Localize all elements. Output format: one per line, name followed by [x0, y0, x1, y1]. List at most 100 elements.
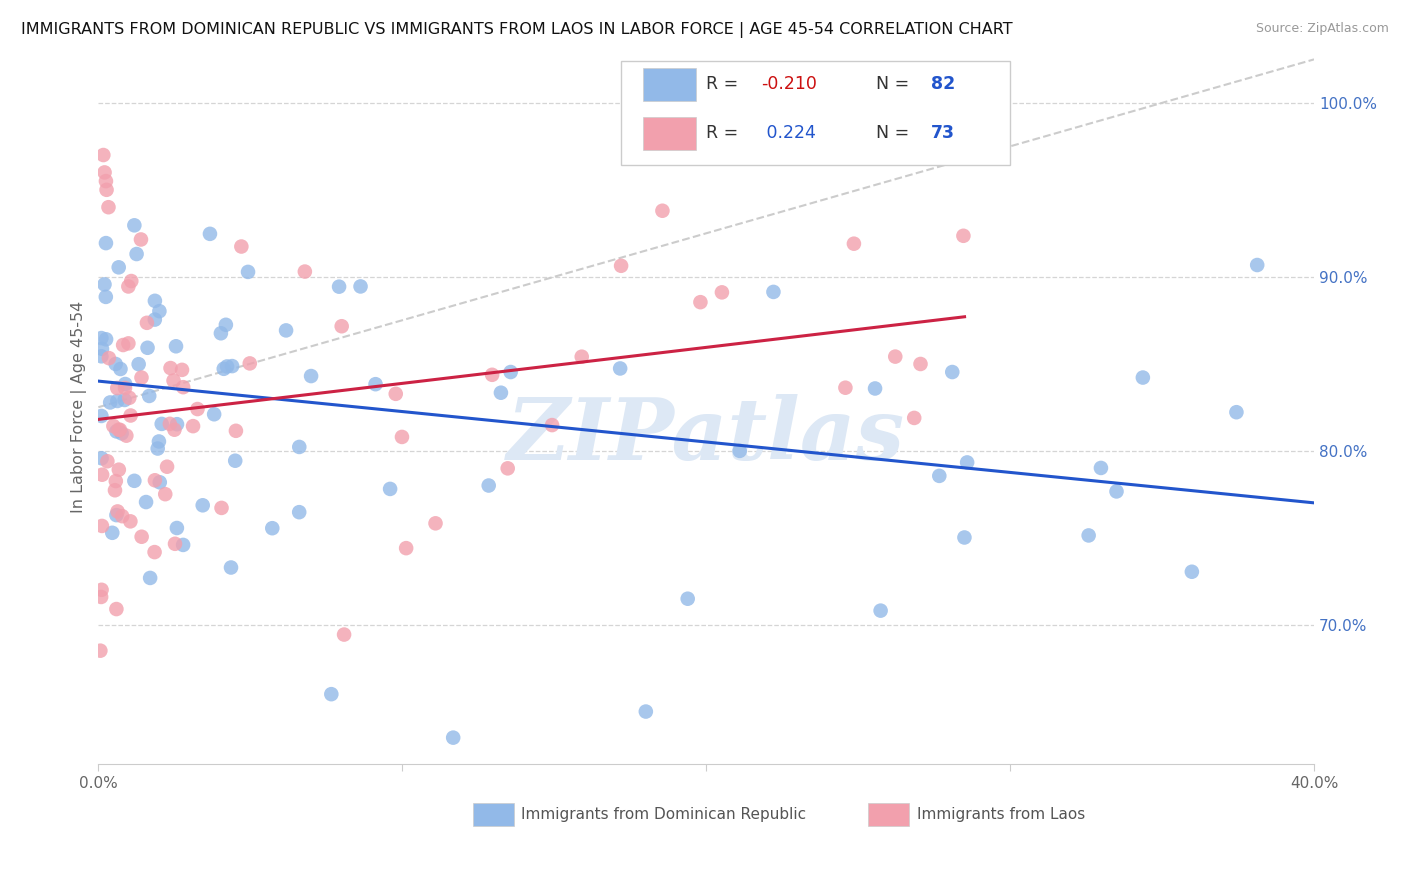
Point: [634, 705, 657, 719]
Point: [236, 265, 259, 279]
Point: [1132, 370, 1154, 384]
Point: [148, 304, 170, 318]
Point: [956, 455, 979, 469]
Point: [425, 516, 447, 531]
Point: [384, 387, 406, 401]
Point: [728, 443, 751, 458]
Point: [105, 425, 128, 439]
Point: [93, 148, 115, 162]
Point: [120, 409, 142, 423]
Text: 0.224: 0.224: [761, 124, 815, 143]
Point: [481, 368, 503, 382]
Text: N =: N =: [876, 124, 915, 143]
Point: [172, 380, 194, 394]
Point: [231, 239, 253, 253]
FancyBboxPatch shape: [643, 68, 696, 101]
Point: [156, 459, 179, 474]
Point: [115, 428, 138, 442]
Text: N =: N =: [876, 75, 915, 93]
Point: [131, 370, 153, 384]
Point: [689, 295, 711, 310]
Text: ZIPatlas: ZIPatlas: [508, 394, 905, 477]
Point: [105, 394, 128, 409]
Point: [90, 409, 112, 423]
Text: -0.210: -0.210: [761, 75, 817, 93]
Point: [212, 361, 235, 376]
FancyBboxPatch shape: [472, 803, 515, 826]
FancyBboxPatch shape: [643, 117, 696, 150]
Point: [941, 365, 963, 379]
Point: [94, 174, 117, 188]
Point: [198, 227, 221, 241]
Point: [117, 279, 139, 293]
Point: [609, 361, 631, 376]
Point: [124, 474, 146, 488]
Point: [97, 351, 120, 365]
Point: [842, 236, 865, 251]
Point: [211, 500, 233, 515]
Point: [108, 463, 131, 477]
Point: [143, 473, 166, 487]
Text: IMMIGRANTS FROM DOMINICAN REPUBLIC VS IMMIGRANTS FROM LAOS IN LABOR FORCE | AGE : IMMIGRANTS FROM DOMINICAN REPUBLIC VS IM…: [21, 22, 1012, 38]
Point: [149, 475, 172, 490]
Point: [90, 349, 112, 363]
Point: [165, 339, 187, 353]
Point: [105, 602, 128, 616]
Point: [496, 461, 519, 475]
Point: [651, 203, 673, 218]
Point: [391, 430, 413, 444]
Point: [863, 382, 886, 396]
Point: [107, 260, 129, 275]
Point: [114, 377, 136, 392]
Point: [96, 183, 118, 197]
Point: [104, 474, 127, 488]
Point: [215, 359, 238, 374]
Point: [163, 423, 186, 437]
Point: [118, 391, 141, 405]
Point: [224, 453, 246, 467]
Point: [143, 312, 166, 326]
Y-axis label: In Labor Force | Age 45-54: In Labor Force | Age 45-54: [72, 301, 87, 513]
Point: [181, 419, 204, 434]
Text: R =: R =: [706, 124, 744, 143]
Point: [710, 285, 733, 300]
Point: [610, 259, 633, 273]
Point: [105, 381, 128, 395]
Point: [294, 264, 316, 278]
Point: [139, 571, 162, 585]
Point: [172, 538, 194, 552]
Point: [910, 357, 932, 371]
Point: [321, 687, 343, 701]
Point: [834, 381, 856, 395]
Point: [148, 434, 170, 449]
Point: [104, 357, 127, 371]
Point: [129, 232, 152, 246]
Point: [202, 407, 225, 421]
Point: [953, 531, 976, 545]
Text: Immigrants from Dominican Republic: Immigrants from Dominican Republic: [522, 807, 807, 822]
Point: [395, 541, 418, 556]
Point: [91, 467, 114, 482]
Point: [93, 277, 115, 292]
Text: Source: ZipAtlas.com: Source: ZipAtlas.com: [1256, 22, 1389, 36]
Point: [125, 247, 148, 261]
Point: [159, 417, 181, 431]
Point: [150, 417, 173, 431]
Point: [186, 402, 208, 417]
Point: [262, 521, 284, 535]
Point: [215, 318, 238, 332]
Point: [225, 424, 247, 438]
Point: [93, 165, 115, 179]
Point: [288, 505, 311, 519]
Point: [330, 319, 353, 334]
Point: [166, 417, 188, 432]
Point: [90, 590, 112, 604]
Point: [239, 356, 262, 370]
Point: [928, 468, 950, 483]
Point: [288, 440, 311, 454]
FancyBboxPatch shape: [868, 803, 910, 826]
Point: [112, 338, 135, 352]
Point: [120, 274, 142, 288]
Point: [94, 290, 117, 304]
Point: [155, 487, 177, 501]
